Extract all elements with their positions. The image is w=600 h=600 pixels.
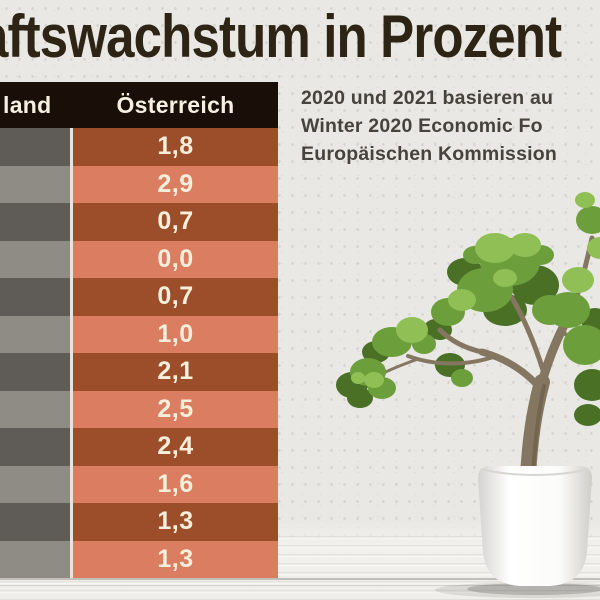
cell-oesterreich: 2,1 [73, 353, 278, 391]
column-gap [70, 465, 73, 503]
table-row: 2,5 [0, 390, 278, 428]
source-note-line-1: 2020 und 2021 basieren au [301, 87, 554, 109]
cell-deutschland [0, 203, 70, 241]
column-gap [70, 315, 73, 353]
cell-oesterreich: 1,6 [73, 465, 278, 503]
cell-oesterreich: 2,4 [73, 428, 278, 466]
table-row: 2,9 [0, 165, 278, 203]
column-gap [70, 240, 73, 278]
cell-oesterreich: 0,7 [73, 203, 278, 241]
table-row: 1,8 [0, 128, 278, 166]
source-note-line-2: Winter 2020 Economic Fo [301, 115, 543, 137]
column-gap [70, 503, 73, 541]
cell-deutschland [0, 540, 70, 578]
cell-deutschland [0, 278, 70, 316]
cell-deutschland [0, 128, 70, 166]
growth-table: land Österreich 1,8 2,9 0,7 0,0 0,7 1,0 … [0, 82, 278, 578]
column-gap [70, 203, 73, 241]
pot-shadow [435, 582, 600, 598]
bonsai-tree-photo [336, 192, 600, 598]
cell-deutschland [0, 428, 70, 466]
source-note: 2020 und 2021 basieren au Winter 2020 Ec… [301, 84, 600, 168]
table-header-cell-deutschland: land [3, 91, 52, 118]
chart-title: aftswachstum in Prozent [0, 3, 562, 70]
tabletop-edge-line-soft [0, 585, 600, 586]
column-gap [70, 390, 73, 428]
table-row: 0,7 [0, 203, 278, 241]
cell-deutschland [0, 503, 70, 541]
table-row: 2,4 [0, 428, 278, 466]
cell-deutschland [0, 165, 70, 203]
cell-deutschland [0, 465, 70, 503]
table-row: 0,7 [0, 278, 278, 316]
cell-oesterreich: 2,9 [73, 165, 278, 203]
cell-deutschland [0, 353, 70, 391]
table-body: 1,8 2,9 0,7 0,0 0,7 1,0 2,1 2,5 2,4 1,6 … [0, 128, 278, 578]
column-gap [70, 165, 73, 203]
column-gap [70, 540, 73, 578]
column-gap [70, 278, 73, 316]
table-row: 1,0 [0, 315, 278, 353]
column-gap [70, 428, 73, 466]
tree-trunk-shadow [531, 384, 546, 476]
cell-oesterreich: 0,0 [73, 240, 278, 278]
cell-oesterreich: 1,3 [73, 503, 278, 541]
table-row: 1,3 [0, 540, 278, 578]
source-note-line-3: Europäischen Kommission [301, 143, 557, 165]
table-header: land Österreich [0, 82, 278, 128]
cell-oesterreich: 1,3 [73, 540, 278, 578]
cell-oesterreich: 0,7 [73, 278, 278, 316]
table-row: 1,3 [0, 503, 278, 541]
tree-foliage-front [350, 192, 600, 399]
table-row: 2,1 [0, 353, 278, 391]
plant-pot [478, 466, 592, 586]
cell-oesterreich: 1,8 [73, 128, 278, 166]
column-gap [70, 128, 73, 166]
pot-shadow-core [467, 583, 600, 595]
cell-deutschland [0, 315, 70, 353]
cell-deutschland [0, 390, 70, 428]
cell-deutschland [0, 240, 70, 278]
cell-oesterreich: 2,5 [73, 390, 278, 428]
table-row: 0,0 [0, 240, 278, 278]
cell-oesterreich: 1,0 [73, 315, 278, 353]
column-gap [70, 353, 73, 391]
table-row: 1,6 [0, 465, 278, 503]
table-header-cell-oesterreich: Österreich [116, 91, 235, 118]
tabletop-edge-line [0, 578, 600, 580]
